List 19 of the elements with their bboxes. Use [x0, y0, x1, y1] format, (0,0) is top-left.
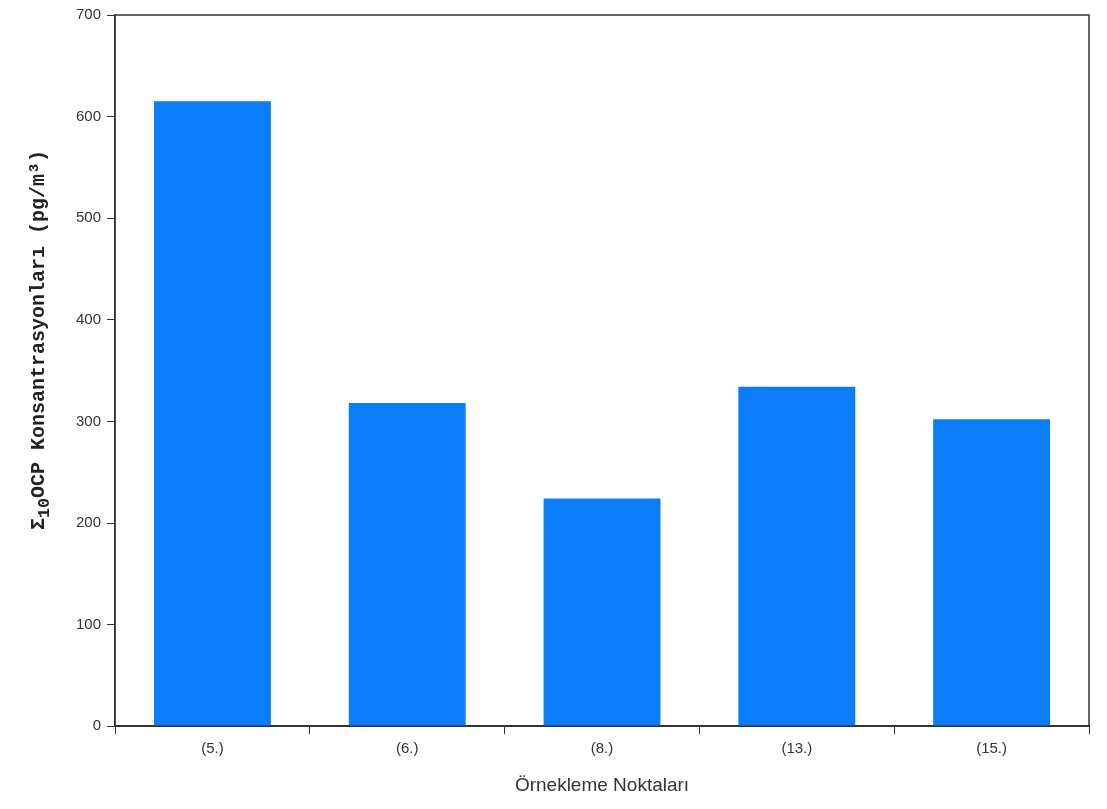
y-tick-label: 500 [76, 208, 102, 226]
y-tick-label: 600 [76, 106, 102, 124]
bar [348, 403, 466, 726]
y-tick-label: 300 [76, 411, 102, 429]
bar [738, 386, 856, 726]
x-axis-title: Örnekleme Noktaları [514, 773, 690, 795]
x-tick-label: (8.) [590, 739, 614, 757]
y-tick-label: 400 [76, 309, 102, 327]
y-tick-label: 700 [76, 5, 102, 23]
bar [543, 498, 661, 726]
y-tick-label: 100 [76, 614, 102, 632]
y-tick-label: 200 [76, 513, 102, 531]
bar [153, 101, 271, 726]
x-tick-label: (6.) [395, 739, 419, 757]
y-tick-label: 0 [92, 716, 102, 734]
x-tick-label: (13.) [781, 739, 813, 757]
x-tick-label: (5.) [201, 739, 224, 757]
bar [933, 419, 1051, 726]
x-tick-label: (15.) [976, 739, 1008, 757]
